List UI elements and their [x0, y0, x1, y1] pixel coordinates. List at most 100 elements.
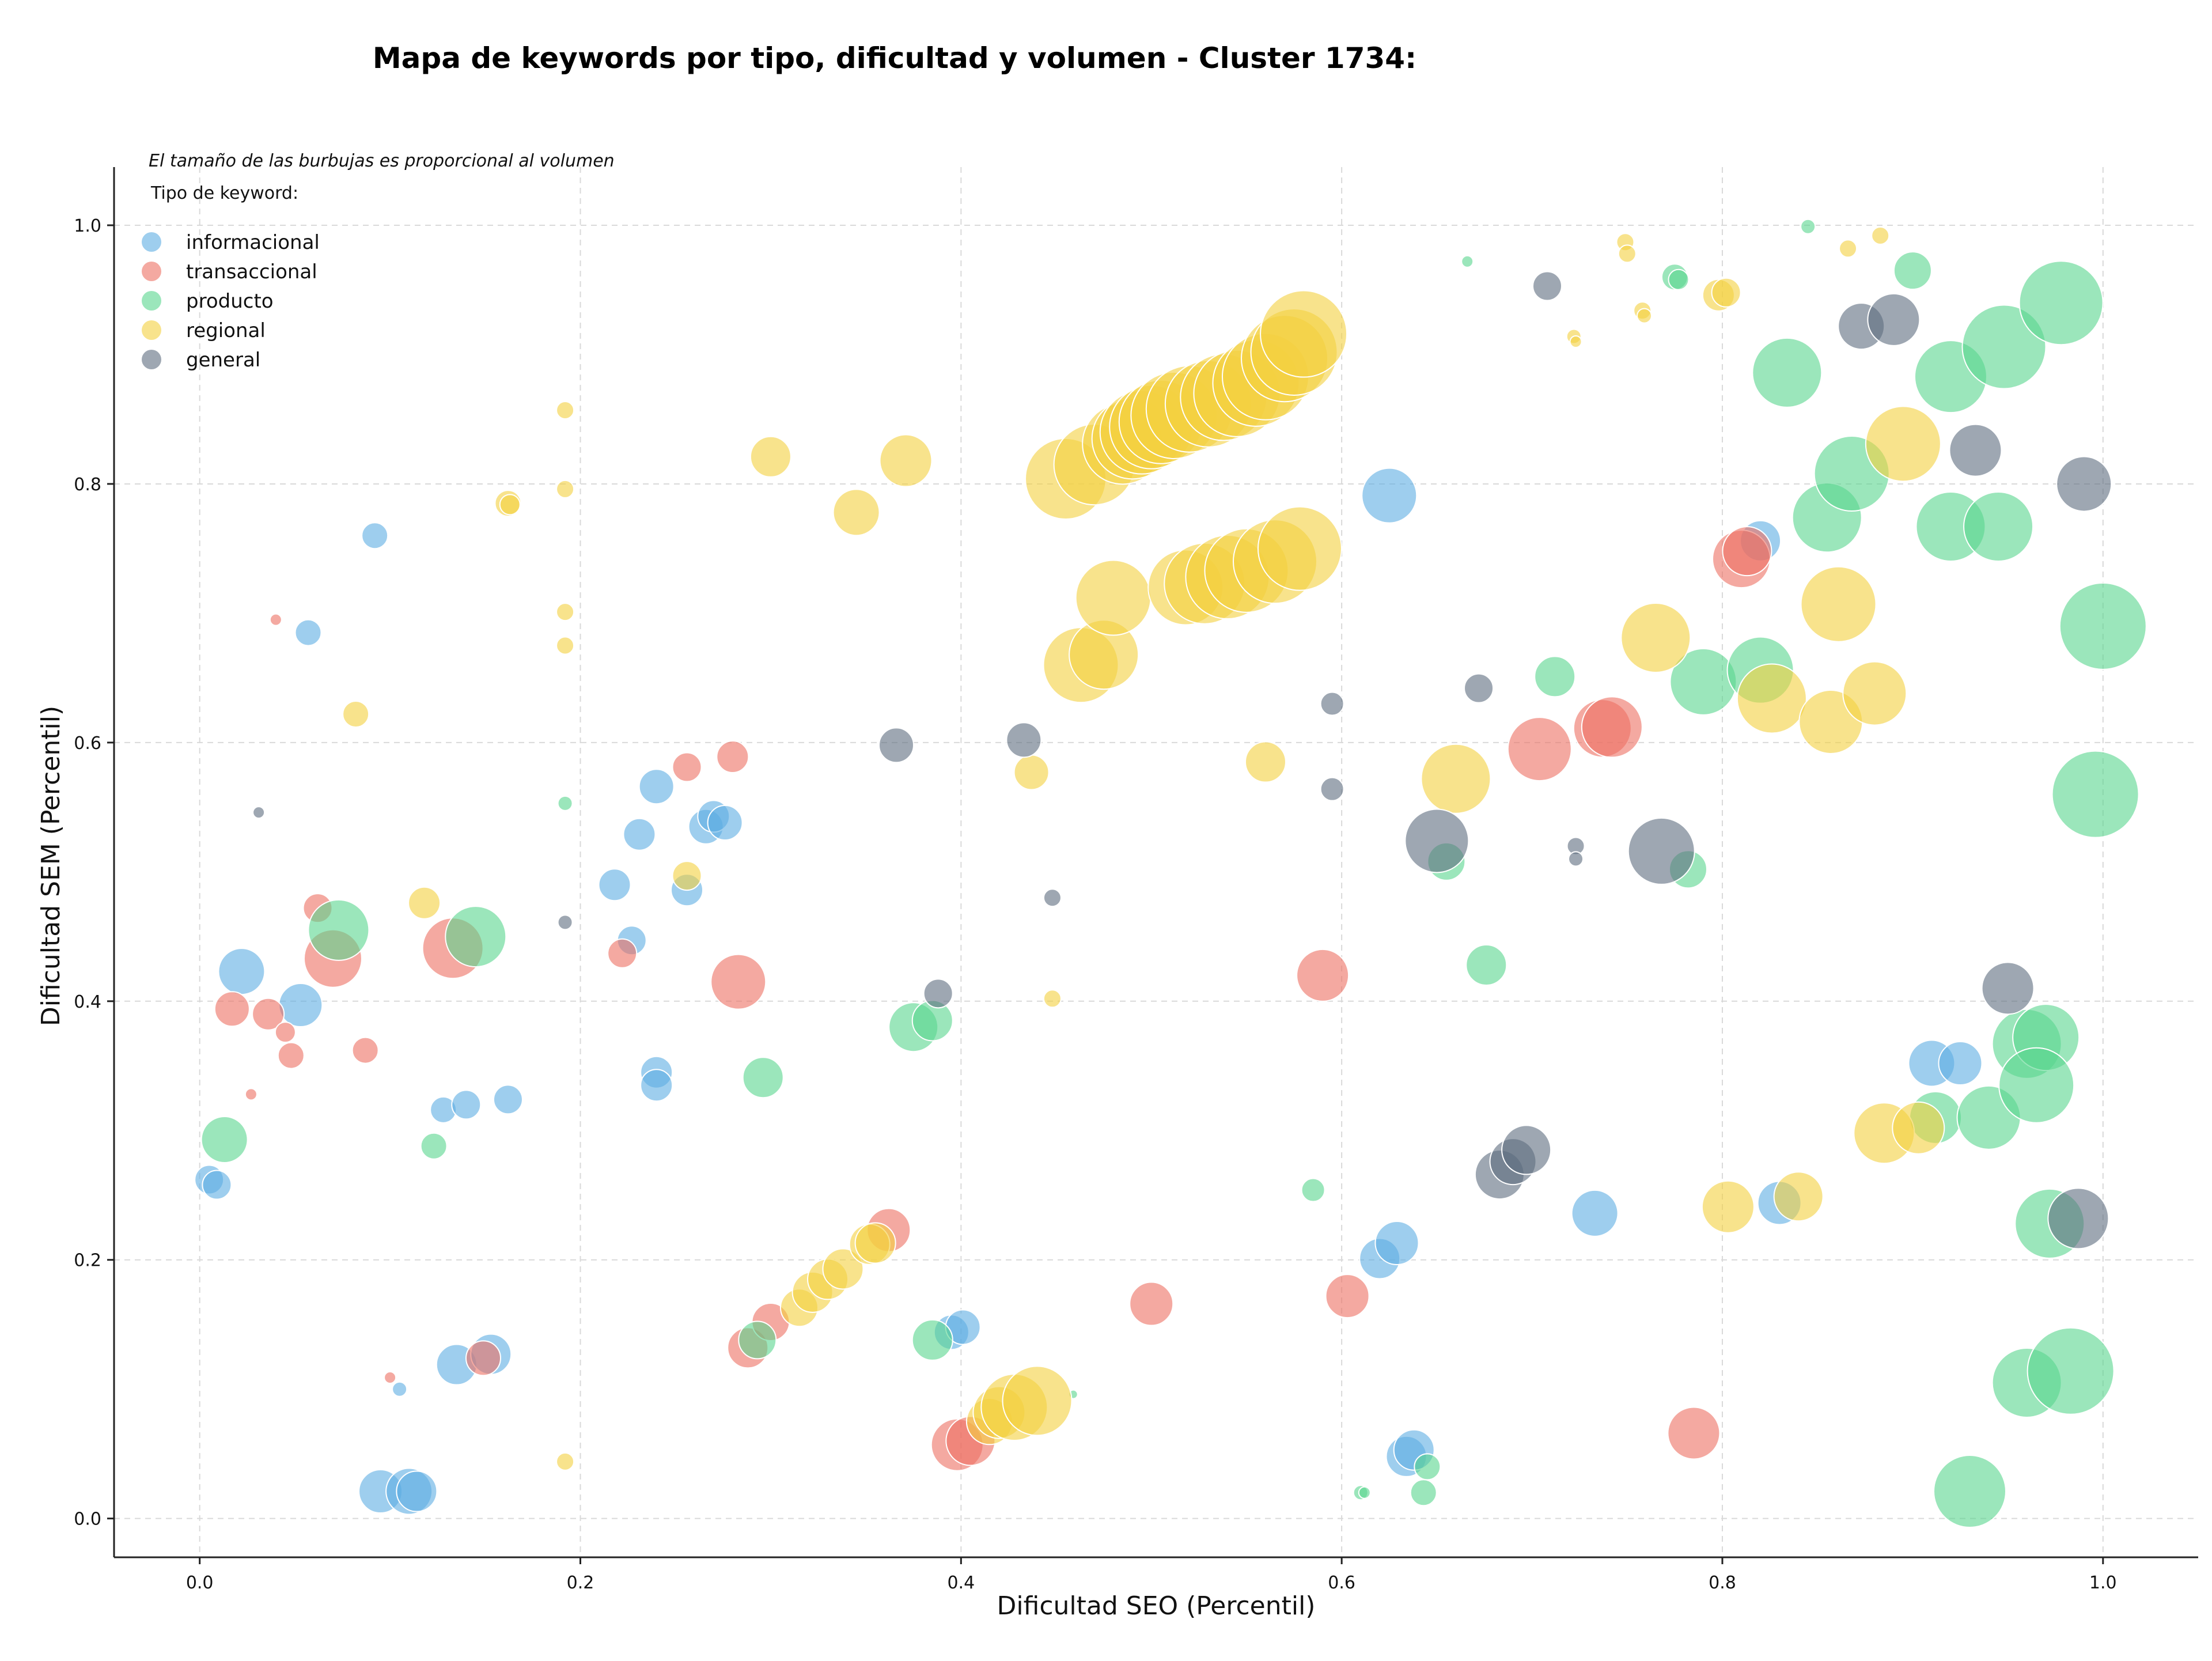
bubble-regional — [1842, 661, 1907, 726]
axes — [113, 167, 2198, 1558]
bubble-general — [2047, 1187, 2109, 1250]
bubble-regional — [832, 489, 880, 536]
bubble-producto — [1998, 1047, 2075, 1123]
bubble-producto — [1893, 251, 1932, 290]
legend-marker-informacional — [142, 232, 161, 252]
bubble-general — [1627, 817, 1695, 885]
legend-item-transaccional: transaccional — [142, 260, 317, 283]
legend-items: informacional transaccional producto region… — [142, 231, 320, 372]
bubble-regional — [1892, 1101, 1945, 1155]
legend-label: informacional — [186, 231, 320, 254]
bubble-transaccional — [465, 1340, 501, 1376]
bubble-transaccional — [269, 613, 282, 626]
bubble-regional — [556, 1452, 575, 1471]
bubble-transaccional — [1722, 526, 1772, 577]
y-tick-label: 0.0 — [74, 1509, 101, 1530]
bubble-informacional — [1374, 1221, 1419, 1266]
legend-label: producto — [186, 290, 274, 313]
bubble-general — [1867, 293, 1921, 346]
bubble-regional — [556, 400, 575, 419]
bubble-producto — [445, 906, 507, 968]
bubble-regional — [1075, 559, 1152, 636]
ticks: 0.0 0.2 0.4 0.6 0.8 1.0 0.0 0.2 0.4 0.6 0.8 1.0 — [74, 216, 2116, 1593]
bubble-informacional — [361, 522, 389, 550]
x-tick-label: 1.0 — [2089, 1573, 2117, 1593]
bubble-producto — [2018, 260, 2104, 346]
bubble-general — [1404, 808, 1469, 873]
x-tick-label: 0.8 — [1709, 1573, 1736, 1593]
bubble-informacional — [451, 1089, 482, 1120]
bubble-transaccional — [351, 1036, 379, 1064]
y-tick-label: 0.2 — [74, 1251, 101, 1271]
bubble-transaccional — [214, 991, 250, 1027]
bubble-regional — [1865, 406, 1941, 482]
bubble-producto — [742, 1057, 784, 1099]
bubble-transaccional — [716, 740, 749, 774]
bubble-transaccional — [244, 1088, 257, 1101]
bubble-regional — [556, 479, 575, 498]
bubble-regional — [1260, 290, 1348, 378]
legend-label: regional — [186, 319, 266, 342]
bubble-regional — [1620, 603, 1691, 674]
bubble-informacional — [1361, 467, 1418, 524]
bubble-regional — [1002, 1365, 1073, 1436]
bubble-producto — [1752, 337, 1823, 408]
bubble-regional — [749, 436, 791, 478]
bubble-producto — [308, 899, 370, 961]
bubble-informacional — [707, 805, 743, 841]
bubble-producto — [1461, 255, 1474, 268]
bubble-informacional — [392, 1381, 408, 1397]
bubble-transaccional — [274, 1021, 296, 1043]
bubble-general — [1568, 851, 1584, 867]
bubble-general — [878, 727, 914, 763]
bubbles — [194, 218, 2147, 1528]
bubble-regional — [1637, 308, 1653, 324]
bubble-regional — [556, 636, 575, 655]
bubble-producto — [1961, 304, 2047, 389]
bubble-regional — [1618, 244, 1637, 263]
bubble-general — [252, 806, 266, 819]
y-tick-label: 0.6 — [74, 733, 101, 754]
bubble-regional — [672, 861, 702, 891]
bubble-informacional — [640, 1069, 673, 1102]
legend-label: transaccional — [186, 260, 317, 283]
legend-label: general — [186, 349, 260, 372]
bubble-transaccional — [1129, 1281, 1174, 1326]
bubble-transaccional — [384, 1371, 397, 1384]
legend-item-informacional: informacional — [142, 231, 320, 254]
bubble-producto — [911, 1319, 953, 1361]
bubble-transaccional — [607, 938, 638, 968]
legend: El tamaño de las burbujas es proporciona… — [142, 151, 615, 372]
bubble-regional — [1013, 754, 1050, 790]
y-axis-label: Dificultad SEM (Percentil) — [36, 706, 66, 1026]
chart-title: Mapa de keywords por tipo, dificultad y … — [373, 41, 1416, 75]
bubble-informacional — [1938, 1041, 1983, 1086]
bubble-producto — [1301, 1178, 1325, 1202]
bubble-regional — [1711, 277, 1741, 308]
bubble-producto — [420, 1132, 448, 1160]
bubble-producto — [2059, 582, 2147, 670]
legend-title: Tipo de keyword: — [150, 183, 298, 203]
bubble-transaccional — [672, 752, 702, 782]
bubble-regional — [1701, 1180, 1755, 1234]
bubble-transaccional — [1507, 717, 1572, 782]
legend-marker-regional — [142, 320, 161, 340]
bubble-producto — [557, 795, 573, 811]
bubble-general — [1320, 777, 1344, 801]
x-tick-label: 0.6 — [1328, 1573, 1355, 1593]
bubble-transaccional — [1581, 696, 1643, 758]
bubble-producto — [200, 1115, 248, 1163]
bubble-regional — [854, 1222, 896, 1264]
bubble-general — [1043, 888, 1062, 907]
bubble-producto — [1358, 1486, 1371, 1499]
bubble-transaccional — [710, 954, 767, 1010]
bubble-regional — [822, 1248, 864, 1290]
bubble-informacional — [1571, 1189, 1619, 1237]
bubble-regional — [556, 603, 575, 622]
bubble-general — [1949, 423, 2002, 477]
bubble-regional — [1839, 239, 1858, 258]
bubble-regional — [1244, 741, 1286, 783]
bubble-informacional — [623, 818, 656, 851]
bubble-regional — [1871, 226, 1890, 245]
